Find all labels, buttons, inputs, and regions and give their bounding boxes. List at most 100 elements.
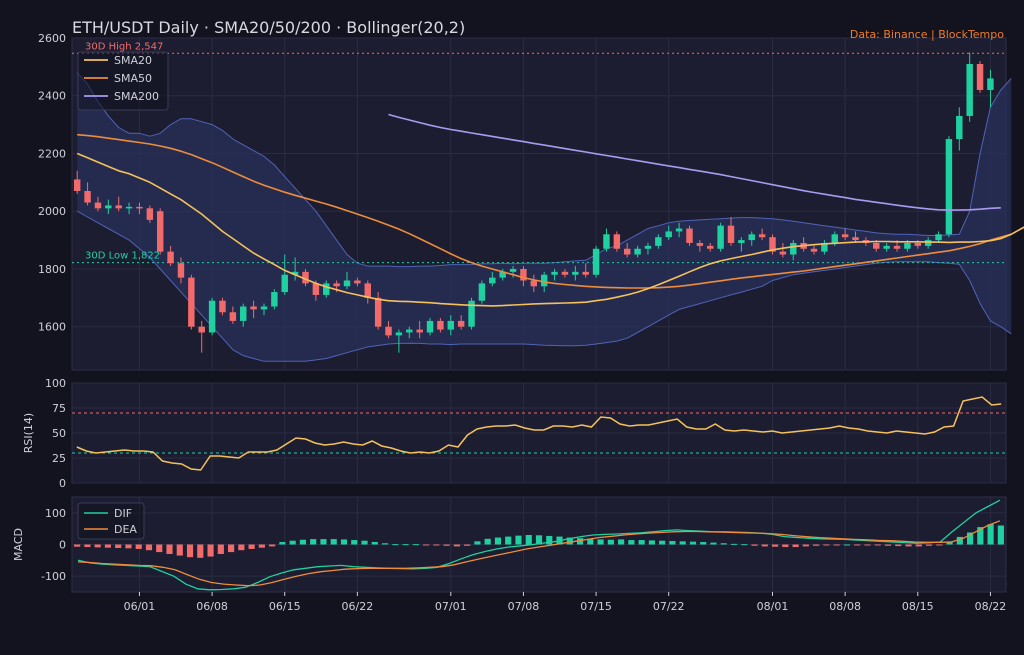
candle — [686, 228, 693, 243]
candle — [675, 228, 683, 232]
macd-histogram-bar — [813, 544, 820, 546]
candle — [758, 234, 766, 238]
candle — [478, 283, 486, 301]
candle — [94, 202, 102, 209]
candle — [904, 242, 911, 249]
candle — [105, 205, 112, 209]
macd-histogram-bar — [659, 540, 666, 545]
macd-histogram-bar — [371, 541, 378, 545]
candle — [551, 271, 558, 275]
candle — [240, 306, 247, 321]
candle — [499, 271, 506, 278]
candle — [530, 280, 538, 287]
macd-histogram-bar — [340, 539, 348, 545]
macd-histogram-bar — [525, 535, 532, 545]
candle — [333, 283, 340, 287]
bollinger-upper-line — [76, 72, 1012, 268]
candle — [457, 320, 465, 327]
y-tick-label: 50 — [52, 427, 66, 440]
candle — [198, 326, 205, 333]
macd-histogram-bar — [843, 544, 850, 546]
data-source-label: Data: Binance | BlockTempo — [849, 28, 1004, 41]
macd-histogram-bar — [176, 544, 183, 556]
candle — [271, 292, 278, 307]
macd-histogram-bar — [443, 544, 450, 546]
macd-histogram-bar — [741, 544, 748, 546]
macd-histogram-bar — [402, 544, 409, 546]
candle — [73, 179, 81, 192]
macd-histogram-bar — [299, 539, 307, 545]
legend-label: SMA200 — [114, 90, 159, 103]
candle — [447, 320, 455, 330]
macd-histogram-bar — [207, 544, 214, 557]
candle — [707, 245, 714, 249]
macd-histogram-bar — [587, 538, 594, 545]
macd-histogram-bar — [771, 544, 779, 547]
level-label: 30D Low 1,822 — [85, 251, 160, 262]
candle — [748, 234, 755, 241]
macd-histogram-bar — [546, 535, 553, 545]
macd-histogram-bar — [289, 540, 296, 545]
candle — [302, 271, 309, 284]
candle — [883, 245, 890, 249]
macd-histogram-bar — [936, 544, 943, 546]
macd-histogram-bar — [156, 544, 163, 553]
candle — [655, 237, 662, 246]
candle — [156, 211, 164, 252]
legend-label: DIF — [114, 507, 132, 520]
y-tick-label: 100 — [45, 377, 66, 390]
macd-histogram-bar — [515, 535, 522, 545]
y-tick-label: 0 — [59, 539, 66, 552]
macd-histogram-bar — [628, 540, 635, 545]
candle — [572, 271, 579, 275]
macd-histogram-bar — [269, 544, 276, 547]
macd-histogram-bar — [987, 524, 994, 545]
candle — [177, 263, 185, 278]
candle — [592, 248, 600, 275]
x-tick-label: 06/08 — [196, 600, 228, 613]
candle — [125, 206, 133, 209]
candle — [323, 283, 330, 295]
candle — [603, 234, 610, 249]
macd-histogram-bar — [884, 544, 892, 546]
candle — [779, 251, 787, 255]
macd-histogram-bar — [997, 525, 1004, 545]
candle — [945, 139, 953, 235]
candle — [229, 312, 237, 321]
macd-histogram-bar — [802, 544, 809, 547]
x-tick-label: 06/15 — [269, 600, 301, 613]
candle — [914, 242, 922, 246]
candle — [84, 191, 91, 203]
x-tick-label: 08/15 — [902, 600, 934, 613]
macd-histogram-bar — [966, 532, 974, 545]
macd-histogram-bar — [186, 544, 194, 558]
candle — [291, 271, 299, 275]
candle — [582, 271, 589, 275]
sma200-line — [388, 113, 1001, 211]
candle — [364, 283, 371, 298]
candle — [821, 242, 828, 252]
legend-label: SMA20 — [114, 54, 152, 67]
candle — [219, 300, 226, 313]
y-tick-label: 1800 — [38, 263, 66, 276]
macd-histogram-bar — [607, 539, 614, 545]
bollinger-lower-line — [76, 210, 1012, 362]
y-tick-label: 0 — [59, 477, 66, 490]
candle — [540, 274, 548, 287]
sma50-line — [77, 133, 1012, 289]
macd-histogram-bar — [464, 544, 471, 546]
candle — [841, 234, 849, 238]
candle — [623, 248, 631, 255]
macd-histogram-bar — [648, 540, 655, 545]
macd-histogram-bar — [217, 544, 224, 554]
candle — [956, 115, 963, 140]
macd-histogram-bar — [689, 541, 697, 545]
y-tick-label: 100 — [45, 507, 66, 520]
macd-histogram-bar — [381, 543, 389, 545]
macd-histogram-bar — [84, 544, 91, 548]
macd-histogram-bar — [905, 544, 912, 547]
x-tick-label: 08/01 — [757, 600, 789, 613]
y-tick-label: 2000 — [38, 205, 66, 218]
chart-title: ETH/USDT Daily · SMA20/50/200 · Bollinge… — [72, 18, 466, 37]
candle — [738, 240, 745, 243]
